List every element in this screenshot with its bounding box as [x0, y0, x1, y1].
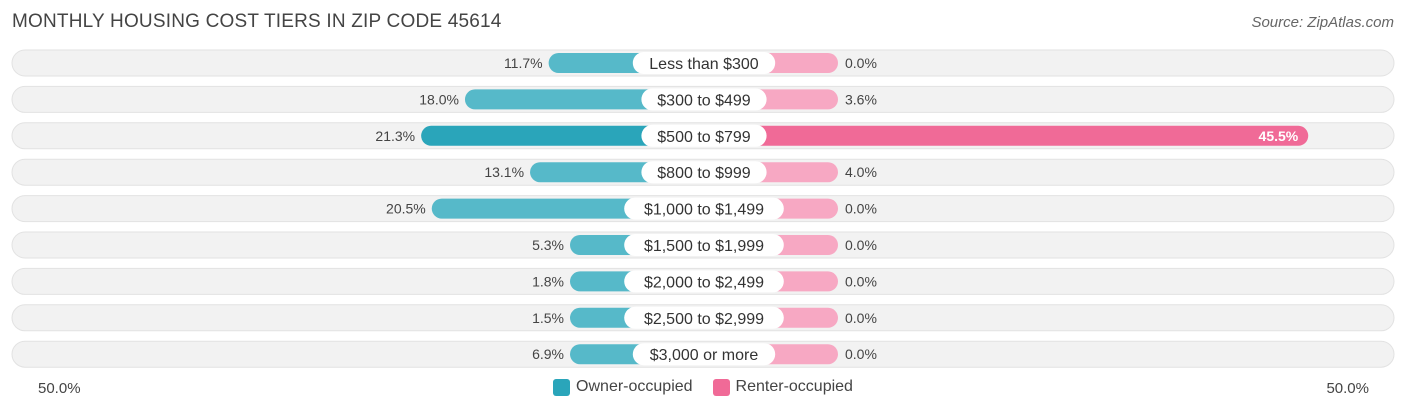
table-row: 6.9% 0.0% $3,000 or more	[11, 340, 1395, 368]
legend-item-owner[interactable]: Owner-occupied	[553, 378, 693, 396]
axis-label-right: 50.0%	[1326, 380, 1369, 397]
legend: Owner-occupied Renter-occupied	[0, 378, 1406, 396]
category-label: $2,000 to $2,499	[644, 274, 764, 291]
value-label-owner: 21.3%	[375, 128, 415, 144]
category-label: $3,000 or more	[650, 347, 759, 364]
legend-swatch-owner	[553, 378, 571, 396]
value-label-owner: 5.3%	[532, 237, 564, 253]
table-row: 1.8% 0.0% $2,000 to $2,499	[11, 267, 1395, 295]
value-label-owner: 1.5%	[532, 310, 564, 326]
table-row: 5.3% 0.0% $1,500 to $1,999	[11, 231, 1395, 259]
table-row: 1.5% 0.0% $2,500 to $2,999	[11, 304, 1395, 332]
category-label: $300 to $499	[657, 92, 751, 109]
value-label-renter: 0.0%	[845, 237, 877, 253]
value-label-owner: 11.7%	[504, 55, 543, 71]
value-label-owner: 6.9%	[532, 346, 564, 362]
category-pill	[641, 88, 767, 111]
legend-item-renter[interactable]: Renter-occupied	[712, 378, 853, 396]
category-label: $1,000 to $1,499	[644, 202, 764, 219]
category-label: Less than $300	[649, 56, 759, 73]
bar-renter	[704, 125, 1309, 146]
value-label-renter: 0.0%	[845, 346, 877, 362]
category-label: $500 to $799	[657, 129, 751, 146]
value-label-owner: 18.0%	[419, 91, 459, 107]
chart-title: MONTHLY HOUSING COST TIERS IN ZIP CODE 4…	[12, 11, 502, 32]
value-label-renter: 0.0%	[845, 55, 877, 71]
legend-label-owner: Owner-occupied	[576, 378, 693, 395]
bar-owner	[421, 125, 704, 146]
category-pill	[624, 270, 784, 293]
table-row: 21.3% 45.5% $500 to $799	[11, 122, 1395, 150]
category-label: $800 to $999	[657, 165, 751, 182]
value-label-owner: 20.5%	[386, 201, 426, 217]
value-label-owner: 1.8%	[532, 273, 564, 289]
category-pill	[641, 161, 767, 184]
category-pill	[641, 124, 767, 147]
category-pill	[632, 343, 776, 366]
category-pill	[624, 306, 784, 329]
table-row: 13.1% 4.0% $800 to $999	[11, 158, 1395, 186]
axis-label-left: 50.0%	[38, 380, 81, 397]
category-label: $1,500 to $1,999	[644, 238, 764, 255]
value-label-renter: 0.0%	[845, 201, 877, 217]
value-label-renter: 45.5%	[1259, 128, 1299, 144]
category-pill	[632, 52, 776, 74]
value-label-renter: 4.0%	[845, 164, 877, 180]
legend-swatch-renter	[712, 378, 730, 396]
table-row: 11.7% 0.0% Less than $300	[11, 49, 1395, 77]
value-label-renter: 0.0%	[845, 310, 877, 326]
value-label-renter: 3.6%	[845, 91, 877, 107]
legend-label-renter: Renter-occupied	[735, 378, 853, 395]
category-pill	[624, 197, 784, 220]
value-label-owner: 13.1%	[484, 164, 524, 180]
table-row: 18.0% 3.6% $300 to $499	[11, 85, 1395, 113]
category-label: $2,500 to $2,999	[644, 311, 764, 328]
value-label-renter: 0.0%	[845, 273, 877, 289]
category-pill	[624, 234, 784, 256]
chart-source: Source: ZipAtlas.com	[1251, 14, 1394, 31]
table-row: 20.5% 0.0% $1,000 to $1,499	[11, 195, 1395, 223]
